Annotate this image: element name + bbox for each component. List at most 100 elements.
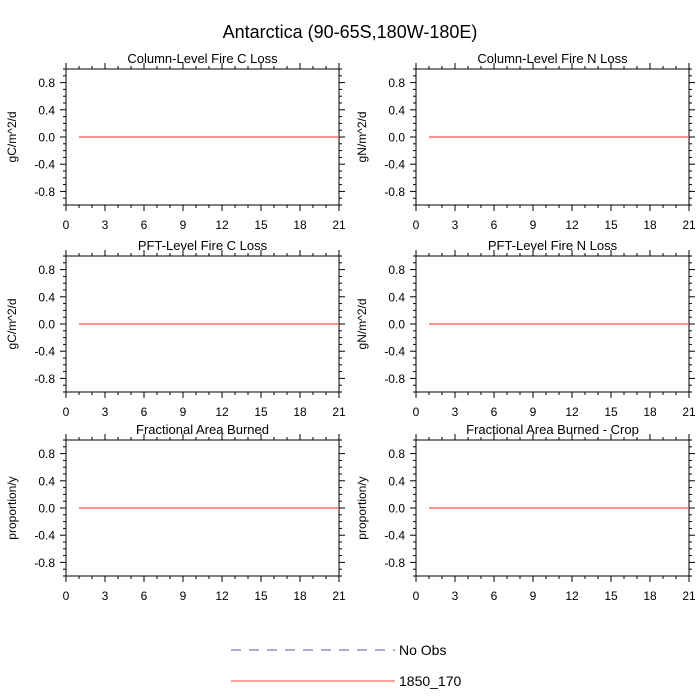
- panels: 0 3 6 9 12 15 18 21 0.8 0.4 0.0 -0.4 -0.8 Column-Leve…: [5, 51, 696, 603]
- x-tick-label: 9: [530, 218, 537, 232]
- x-tick-label: 15: [604, 589, 618, 603]
- x-tick-label: 3: [102, 218, 109, 232]
- y-tick-label: 0.0: [388, 502, 405, 516]
- x-tick-label: 21: [332, 218, 346, 232]
- y-tick-label: -0.4: [34, 529, 55, 543]
- panel-5: 0 3 6 9 12 15 18 21 0.8 0.4 0.0 -0.4 -0.8 Fractional …: [5, 422, 346, 603]
- y-tick-label: 0.0: [38, 502, 55, 516]
- x-tick-label: 21: [682, 589, 696, 603]
- x-tick-label: 9: [530, 405, 537, 419]
- y-axis-label: gC/m^2/d: [5, 112, 19, 163]
- x-tick-label: 18: [293, 589, 307, 603]
- y-axis-label: proportion/y: [355, 476, 369, 539]
- y-tick-label: 0.4: [38, 103, 55, 117]
- x-tick-label: 0: [63, 589, 70, 603]
- x-tick-label: 6: [491, 218, 498, 232]
- x-tick-label: 15: [604, 405, 618, 419]
- y-axis-label: gN/m^2/d: [355, 299, 369, 350]
- x-tick-label: 3: [102, 589, 109, 603]
- x-tick-label: 3: [452, 405, 459, 419]
- y-tick-label: -0.8: [384, 556, 405, 570]
- panel-title: Fractional Area Burned: [136, 422, 269, 437]
- x-tick-label: 6: [491, 589, 498, 603]
- panel-4: 0 3 6 9 12 15 18 21 0.8 0.4 0.0 -0.4 -0.8 PFT-Level F…: [355, 238, 696, 419]
- y-tick-label: -0.4: [384, 529, 405, 543]
- y-tick-label: 0.0: [38, 131, 55, 145]
- y-tick-label: 0.4: [388, 290, 405, 304]
- x-tick-label: 6: [491, 405, 498, 419]
- x-tick-label: 12: [565, 405, 579, 419]
- x-tick-label: 6: [141, 405, 148, 419]
- panel-title: Fractional Area Burned - Crop: [466, 422, 639, 437]
- x-tick-label: 15: [604, 218, 618, 232]
- x-tick-label: 3: [452, 589, 459, 603]
- x-tick-label: 15: [254, 405, 268, 419]
- y-tick-label: 0.8: [388, 76, 405, 90]
- x-tick-label: 12: [565, 589, 579, 603]
- y-tick-label: 0.4: [38, 474, 55, 488]
- x-tick-label: 9: [180, 405, 187, 419]
- figure-title: Antarctica (90-65S,180W-180E): [223, 22, 478, 42]
- x-tick-label: 0: [413, 405, 420, 419]
- x-tick-label: 15: [254, 589, 268, 603]
- x-tick-label: 21: [332, 405, 346, 419]
- x-tick-label: 18: [293, 405, 307, 419]
- x-tick-label: 9: [530, 589, 537, 603]
- y-axis-label: gC/m^2/d: [5, 299, 19, 350]
- x-tick-label: 21: [682, 405, 696, 419]
- x-tick-label: 0: [413, 589, 420, 603]
- x-tick-label: 0: [63, 218, 70, 232]
- y-tick-label: 0.4: [388, 103, 405, 117]
- y-tick-label: -0.4: [384, 345, 405, 359]
- y-tick-label: 0.8: [388, 263, 405, 277]
- y-tick-label: 0.0: [388, 131, 405, 145]
- y-tick-label: -0.4: [34, 158, 55, 172]
- y-tick-label: -0.8: [34, 185, 55, 199]
- x-tick-label: 6: [141, 589, 148, 603]
- x-tick-label: 21: [682, 218, 696, 232]
- panel-title: PFT-Level Fire C Loss: [138, 238, 268, 253]
- y-tick-label: 0.8: [38, 76, 55, 90]
- x-tick-label: 12: [215, 218, 229, 232]
- y-tick-label: 0.8: [38, 447, 55, 461]
- x-tick-label: 21: [332, 589, 346, 603]
- x-tick-label: 3: [102, 405, 109, 419]
- x-tick-label: 9: [180, 589, 187, 603]
- y-axis-label: proportion/y: [5, 476, 19, 539]
- y-tick-label: 0.8: [38, 263, 55, 277]
- y-tick-label: 0.0: [38, 318, 55, 332]
- legend-label-no-obs: No Obs: [399, 642, 446, 658]
- y-tick-label: -0.8: [384, 372, 405, 386]
- panel-title: Column-Level Fire C Loss: [127, 51, 278, 66]
- x-tick-label: 0: [63, 405, 70, 419]
- legend-label-1850-170: 1850_170: [399, 673, 462, 689]
- y-axis-label: gN/m^2/d: [355, 112, 369, 163]
- panel-title: PFT-Level Fire N Loss: [488, 238, 618, 253]
- x-tick-label: 9: [180, 218, 187, 232]
- x-tick-label: 12: [565, 218, 579, 232]
- y-tick-label: 0.0: [388, 318, 405, 332]
- x-tick-label: 18: [643, 405, 657, 419]
- x-tick-label: 12: [215, 589, 229, 603]
- x-tick-label: 12: [215, 405, 229, 419]
- y-tick-label: -0.4: [384, 158, 405, 172]
- x-tick-label: 18: [293, 218, 307, 232]
- panel-6: 0 3 6 9 12 15 18 21 0.8 0.4 0.0 -0.4 -0.8 Fractional …: [355, 422, 696, 603]
- x-tick-label: 3: [452, 218, 459, 232]
- x-tick-label: 6: [141, 218, 148, 232]
- panel-title: Column-Level Fire N Loss: [477, 51, 628, 66]
- y-tick-label: 0.4: [38, 290, 55, 304]
- panel-2: 0 3 6 9 12 15 18 21 0.8 0.4 0.0 -0.4 -0.8 Column-Leve…: [355, 51, 696, 232]
- y-tick-label: -0.8: [34, 372, 55, 386]
- y-tick-label: 0.4: [388, 474, 405, 488]
- y-tick-label: -0.8: [384, 185, 405, 199]
- legend: No Obs 1850_170: [231, 642, 462, 689]
- panel-3: 0 3 6 9 12 15 18 21 0.8 0.4 0.0 -0.4 -0.8 PFT-Level F…: [5, 238, 346, 419]
- x-tick-label: 18: [643, 218, 657, 232]
- y-tick-label: 0.8: [388, 447, 405, 461]
- panel-1: 0 3 6 9 12 15 18 21 0.8 0.4 0.0 -0.4 -0.8 Column-Leve…: [5, 51, 346, 232]
- y-tick-label: -0.8: [34, 556, 55, 570]
- x-tick-label: 15: [254, 218, 268, 232]
- x-tick-label: 18: [643, 589, 657, 603]
